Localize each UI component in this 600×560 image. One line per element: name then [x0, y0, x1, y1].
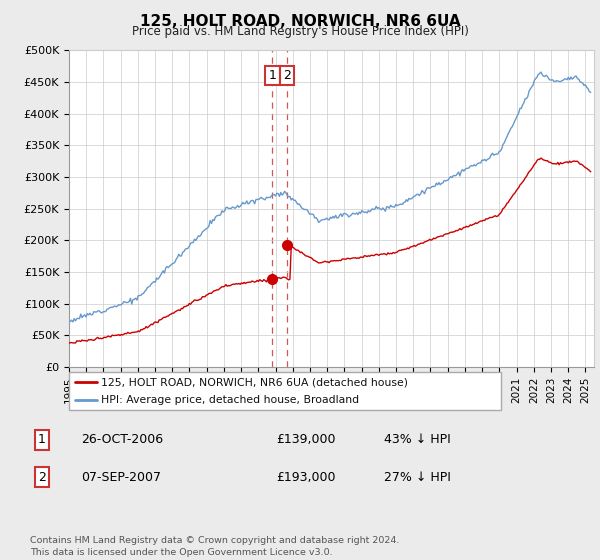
Text: 07-SEP-2007: 07-SEP-2007: [81, 470, 161, 484]
Text: 27% ↓ HPI: 27% ↓ HPI: [384, 470, 451, 484]
Text: 2: 2: [38, 470, 46, 484]
Text: 43% ↓ HPI: 43% ↓ HPI: [384, 433, 451, 446]
Text: 125, HOLT ROAD, NORWICH, NR6 6UA (detached house): 125, HOLT ROAD, NORWICH, NR6 6UA (detach…: [101, 377, 409, 387]
Text: HPI: Average price, detached house, Broadland: HPI: Average price, detached house, Broa…: [101, 395, 359, 405]
Text: 2: 2: [283, 69, 291, 82]
Text: 1: 1: [38, 433, 46, 446]
Text: Price paid vs. HM Land Registry's House Price Index (HPI): Price paid vs. HM Land Registry's House …: [131, 25, 469, 38]
Text: 1: 1: [269, 69, 277, 82]
Text: Contains HM Land Registry data © Crown copyright and database right 2024.
This d: Contains HM Land Registry data © Crown c…: [30, 536, 400, 557]
Text: 26-OCT-2006: 26-OCT-2006: [81, 433, 163, 446]
Text: £193,000: £193,000: [276, 470, 335, 484]
FancyBboxPatch shape: [69, 372, 501, 410]
Text: £139,000: £139,000: [276, 433, 335, 446]
Text: 125, HOLT ROAD, NORWICH, NR6 6UA: 125, HOLT ROAD, NORWICH, NR6 6UA: [140, 14, 460, 29]
